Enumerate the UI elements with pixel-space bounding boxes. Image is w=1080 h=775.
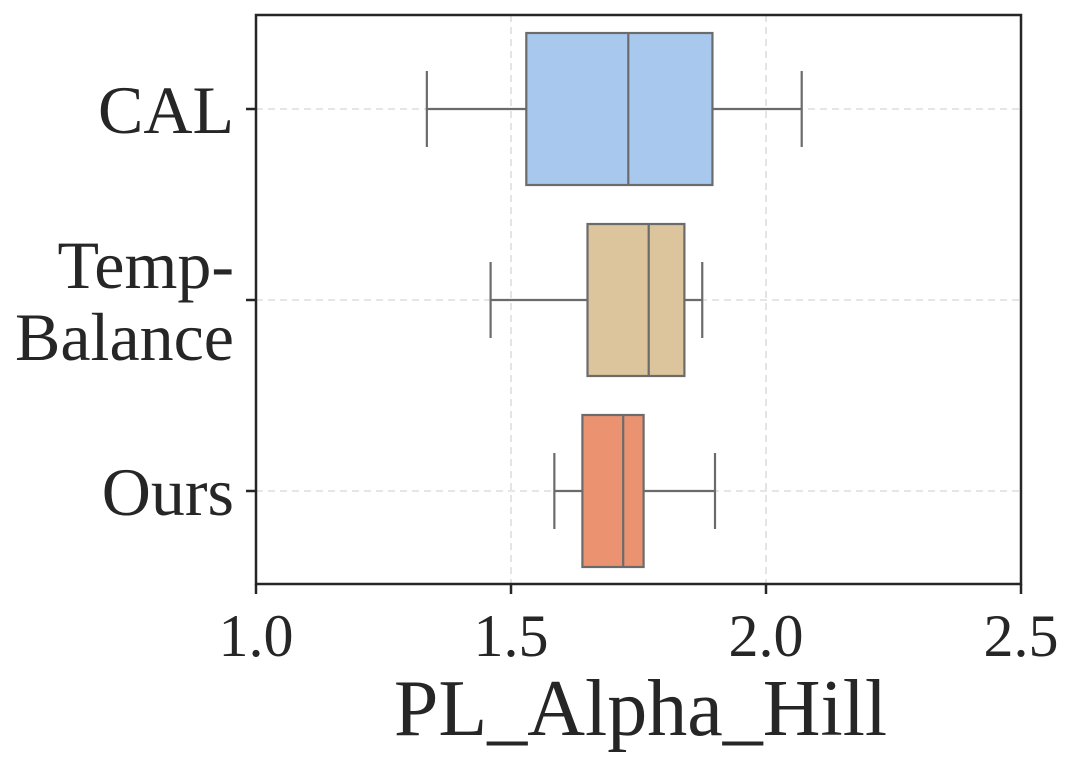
box-iqr xyxy=(586,222,686,378)
x-tick-label: 2.5 xyxy=(984,603,1059,669)
y-tick-label-line: Balance xyxy=(15,299,234,375)
grid-layer xyxy=(256,15,1021,584)
x-axis-label: PL_Alpha_Hill xyxy=(394,665,887,753)
y-tick-label-line: Temp- xyxy=(57,227,234,303)
y-tick-label: Ours xyxy=(102,454,234,530)
box-layer xyxy=(425,31,803,569)
box-iqr xyxy=(581,413,645,569)
y-tick-label: Temp-Balance xyxy=(15,227,234,375)
y-tick-label-line: CAL xyxy=(98,72,234,148)
x-tick-label: 2.0 xyxy=(729,603,804,669)
y-tick-label: CAL xyxy=(98,72,234,148)
tick-layer: 1.0 1.5 2.0 2.5 CAL Temp-Balance Ours xyxy=(15,72,1058,669)
x-tick-label: 1.0 xyxy=(219,603,294,669)
x-tick-label: 1.5 xyxy=(474,603,549,669)
box-iqr xyxy=(525,31,714,187)
y-tick-label-line: Ours xyxy=(102,454,234,530)
